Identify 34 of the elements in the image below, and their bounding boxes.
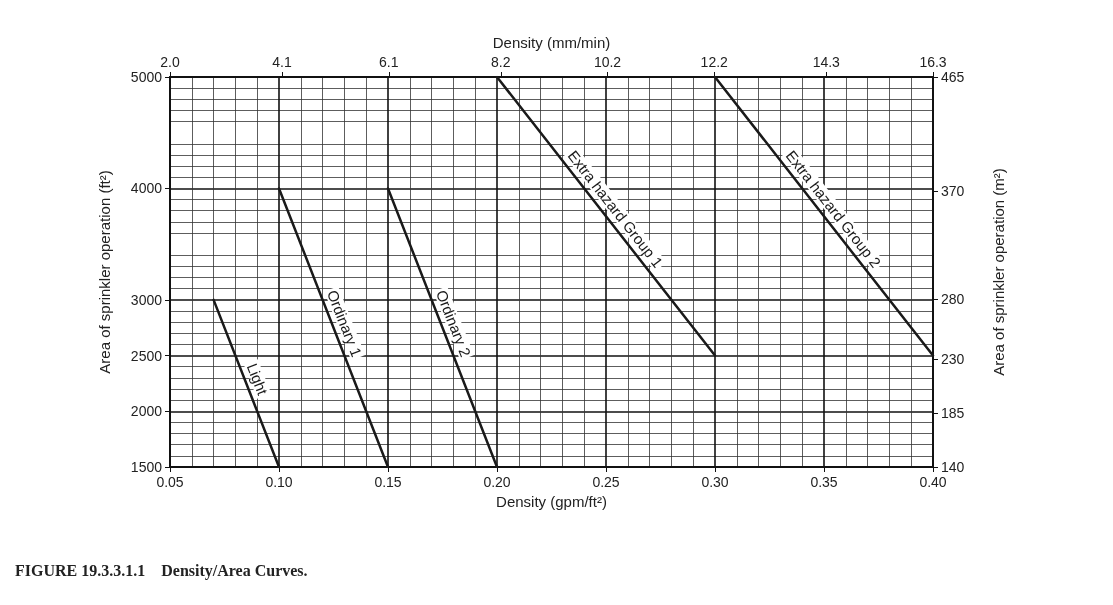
- y-tick-label: 2000: [130, 403, 163, 420]
- x-tick-label: 0.10: [265, 474, 293, 490]
- x2-tick-label: 10.2: [593, 54, 622, 70]
- y-tick-label: 2500: [130, 347, 163, 364]
- x2-axis-title: Density (mm/min): [492, 34, 611, 52]
- x2-tick-label: 8.2: [491, 54, 511, 70]
- y2-axis-title: Area of sprinkler operation (m²): [990, 168, 1007, 376]
- y2-tick-label: 230: [941, 351, 965, 367]
- text: FIGURE 19.3.3.1.1 Density/Area Curves.: [15, 561, 308, 580]
- y2-tick-label: 465: [941, 69, 965, 85]
- x2-tick-label: 14.3: [812, 54, 841, 70]
- x-tick-label: 0.25: [592, 474, 620, 490]
- text: Light: [243, 360, 272, 399]
- y2-tick-label: 370: [941, 183, 965, 199]
- y-tick-label: 3000: [130, 291, 163, 308]
- x2-tick-label: 6.1: [379, 54, 399, 70]
- x-tick-label: 0.20: [483, 474, 511, 490]
- y2-tick-label: 140: [941, 459, 965, 475]
- x-tick-label: 0.40: [919, 474, 947, 490]
- y-axis-title: Area of sprinkler operation (ft²): [96, 170, 113, 374]
- x2-tick-label: 2.0: [160, 54, 180, 70]
- x-tick-label: 0.15: [374, 474, 402, 490]
- x-tick-label: 0.05: [156, 474, 184, 490]
- y2-tick-label: 185: [941, 405, 965, 421]
- y-tick-label: 1500: [130, 459, 163, 475]
- x-tick-label: 0.30: [701, 474, 729, 490]
- x2-tick-label: 4.1: [272, 54, 292, 70]
- x2-tick-label: 16.3: [919, 54, 947, 70]
- y-tick-label: 4000: [130, 180, 163, 197]
- x-axis-title: Density (gpm/ft²): [496, 492, 607, 510]
- x-tick-label: 0.35: [810, 474, 838, 490]
- y-tick-label: 5000: [130, 69, 163, 85]
- y2-tick-label: 280: [941, 291, 965, 307]
- x2-tick-label: 12.2: [700, 54, 729, 70]
